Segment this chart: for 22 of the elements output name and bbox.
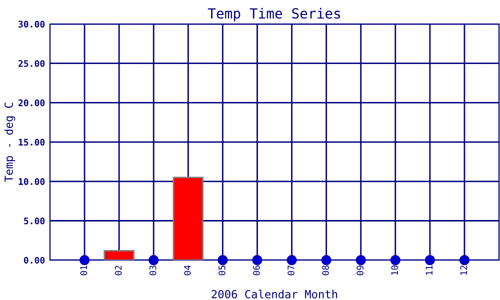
x-tick-label: 03 <box>149 266 156 276</box>
x-tick-label: 05 <box>218 266 226 276</box>
x-tick-label: 08 <box>322 266 329 276</box>
x-tick-label: 04 <box>184 265 191 276</box>
x-axis-title: 2006 Calendar Month <box>212 290 338 298</box>
y-tick-label: 0.00 <box>24 256 45 264</box>
x-tick-label: 01 <box>80 266 88 276</box>
y-tick-label: 30.00 <box>18 20 45 28</box>
x-tick-label: 10 <box>391 266 398 275</box>
y-tick-label: 20.00 <box>18 99 45 106</box>
x-tick-label: 09 <box>356 266 364 276</box>
x-tick-label: 11 <box>426 266 432 275</box>
y-tick-label: 15.00 <box>18 138 45 146</box>
y-tick-label: 5.00 <box>24 217 45 224</box>
y-axis-title: Temp - deg C <box>4 102 16 182</box>
y-tick-label: 10.00 <box>18 178 45 185</box>
x-tick-label: 12 <box>460 266 467 275</box>
chart-title: Temp Time Series <box>208 8 340 22</box>
y-tick-label: 25.00 <box>18 60 45 67</box>
x-tick-label: 07 <box>288 266 294 276</box>
x-tick-label: 06 <box>253 266 260 276</box>
x-tick-label: 02 <box>114 266 122 276</box>
